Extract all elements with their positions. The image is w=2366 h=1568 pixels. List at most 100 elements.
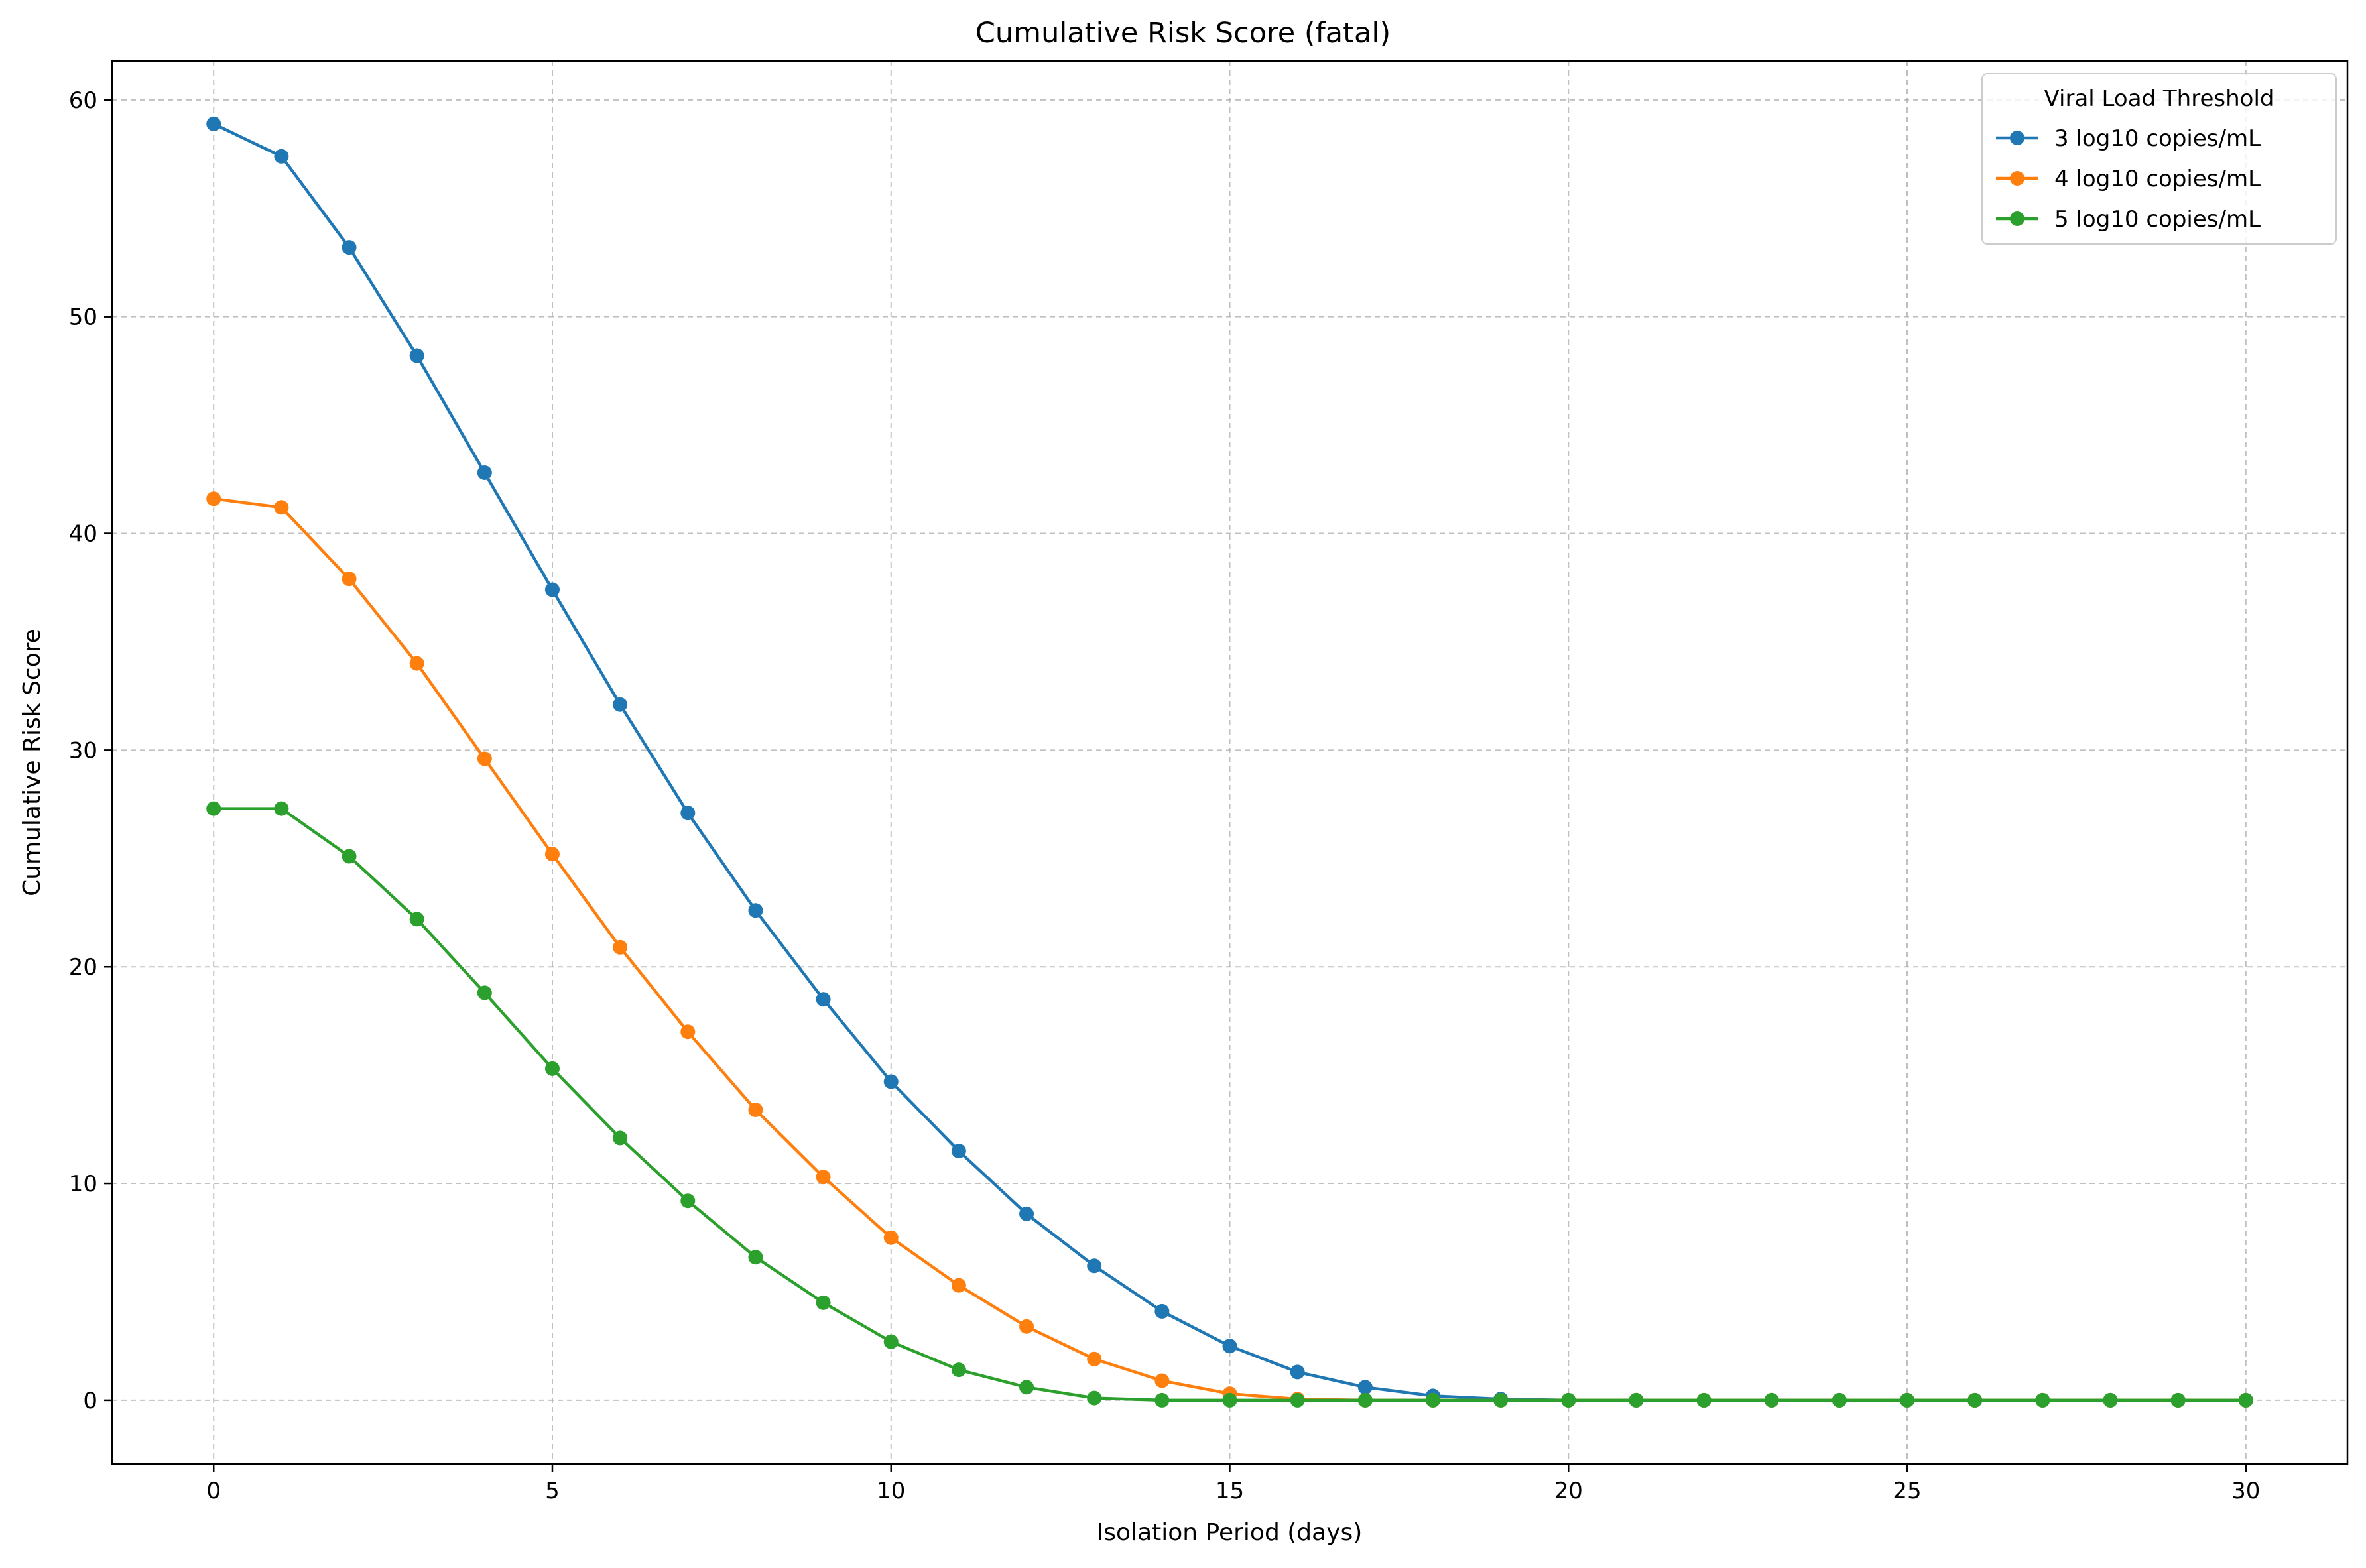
x-tick-label: 25 xyxy=(1893,1478,1921,1504)
data-point xyxy=(1019,1206,1034,1221)
data-point xyxy=(342,572,357,587)
data-point xyxy=(1764,1392,1779,1408)
data-point xyxy=(1087,1390,1102,1406)
data-point xyxy=(342,240,357,255)
data-point xyxy=(816,1170,831,1185)
y-tick-label: 30 xyxy=(69,737,97,764)
y-tick-label: 10 xyxy=(69,1171,97,1197)
chart-title: Cumulative Risk Score (fatal) xyxy=(975,17,1391,50)
data-point xyxy=(1425,1392,1440,1408)
legend-box xyxy=(1981,73,2337,245)
data-point xyxy=(680,1193,696,1209)
data-point xyxy=(274,149,289,164)
data-point xyxy=(342,849,357,864)
y-tick-label: 40 xyxy=(69,521,97,548)
data-point xyxy=(1222,1392,1237,1408)
y-tick-label: 0 xyxy=(83,1388,97,1414)
legend-entry: 3 log10 copies/mL xyxy=(1996,125,2261,152)
axis-ticks: 0 5 10 15 20 25 30 0 10 20 30 40 50 60 xyxy=(69,88,2261,1504)
data-point xyxy=(1290,1364,1305,1380)
data-point xyxy=(1154,1373,1170,1388)
y-tick-label: 20 xyxy=(69,954,97,981)
data-point xyxy=(1357,1392,1373,1408)
data-point xyxy=(2103,1392,2118,1408)
y-axis-label: Cumulative Risk Score xyxy=(19,629,46,896)
x-tick-label: 20 xyxy=(1554,1478,1583,1504)
data-point xyxy=(951,1362,966,1378)
data-point xyxy=(1154,1392,1170,1408)
data-point xyxy=(1900,1392,1915,1408)
y-tick-label: 60 xyxy=(69,88,97,114)
data-point xyxy=(409,656,424,671)
data-point xyxy=(274,801,289,816)
data-point xyxy=(816,992,831,1007)
data-point xyxy=(748,903,763,918)
x-axis-label: Isolation Period (days) xyxy=(1097,1519,1363,1546)
data-point xyxy=(1967,1392,1983,1408)
data-point xyxy=(409,348,424,363)
data-point xyxy=(1357,1380,1373,1395)
data-point xyxy=(477,985,492,1000)
legend-marker xyxy=(2010,131,2024,145)
series-3 xyxy=(206,801,2253,1408)
data-point xyxy=(1222,1339,1237,1354)
data-point xyxy=(613,697,628,712)
data-point xyxy=(274,500,289,515)
data-point xyxy=(1019,1380,1034,1395)
legend-label: 4 log10 copies/mL xyxy=(2054,166,2261,192)
x-tick-label: 15 xyxy=(1215,1478,1244,1504)
data-point xyxy=(1019,1319,1034,1334)
series-group xyxy=(206,116,2253,1408)
data-point xyxy=(1290,1392,1305,1408)
data-point xyxy=(544,847,560,862)
data-point xyxy=(680,1024,696,1040)
data-point xyxy=(816,1295,831,1310)
data-point xyxy=(477,465,492,481)
data-point xyxy=(409,912,424,927)
data-point xyxy=(748,1250,763,1265)
data-point xyxy=(951,1144,966,1159)
data-point xyxy=(883,1334,899,1349)
x-tick-label: 5 xyxy=(545,1478,560,1504)
legend-marker xyxy=(2010,171,2024,186)
data-point xyxy=(1561,1392,1576,1408)
data-point xyxy=(613,1130,628,1146)
data-point xyxy=(1087,1351,1102,1366)
data-point xyxy=(951,1278,966,1293)
data-point xyxy=(544,582,560,597)
legend-label: 3 log10 copies/mL xyxy=(2054,125,2261,152)
x-tick-label: 30 xyxy=(2231,1478,2260,1504)
legend: Viral Load Threshold 3 log10 copies/mL 4 … xyxy=(1981,73,2337,245)
legend-entry: 4 log10 copies/mL xyxy=(1996,166,2261,192)
data-point xyxy=(1696,1392,1712,1408)
x-tick-label: 0 xyxy=(206,1478,221,1504)
data-point xyxy=(2238,1392,2253,1408)
data-point xyxy=(1832,1392,1847,1408)
data-point xyxy=(883,1230,899,1245)
data-point xyxy=(2170,1392,2186,1408)
data-point xyxy=(613,939,628,955)
data-point xyxy=(206,801,221,816)
legend-title: Viral Load Threshold xyxy=(2044,86,2274,112)
data-point xyxy=(477,751,492,766)
legend-label: 5 log10 copies/mL xyxy=(2054,206,2261,233)
data-point xyxy=(544,1061,560,1076)
data-point xyxy=(748,1102,763,1117)
legend-entries: 3 log10 copies/mL 4 log10 copies/mL 5 log1… xyxy=(1996,125,2261,233)
x-tick-label: 10 xyxy=(877,1478,905,1504)
data-point xyxy=(2035,1392,2050,1408)
y-tick-label: 50 xyxy=(69,304,97,331)
data-point xyxy=(1493,1392,1509,1408)
legend-entry: 5 log10 copies/mL xyxy=(1996,206,2261,233)
data-point xyxy=(1154,1303,1170,1319)
legend-marker xyxy=(2010,211,2024,226)
data-point xyxy=(1087,1258,1102,1274)
data-point xyxy=(680,806,696,821)
data-point xyxy=(883,1074,899,1089)
grid xyxy=(112,61,2347,1464)
data-point xyxy=(206,116,221,131)
data-point xyxy=(1629,1392,1644,1408)
data-point xyxy=(206,491,221,507)
